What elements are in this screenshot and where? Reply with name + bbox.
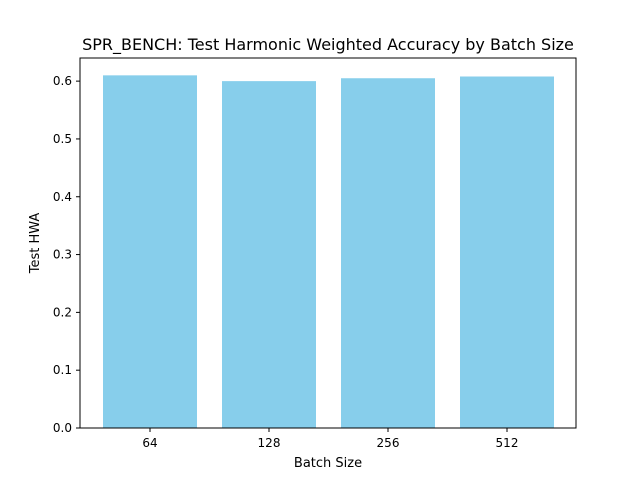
x-tick-label: 256 xyxy=(377,436,400,450)
y-tick-label: 0.4 xyxy=(53,190,72,204)
y-tick-label: 0.0 xyxy=(53,421,72,435)
plot-frame xyxy=(79,57,577,429)
y-tick-label: 0.3 xyxy=(53,248,72,262)
x-axis-ticks: 64 128 256 512 xyxy=(142,428,518,450)
bar-256 xyxy=(341,78,435,428)
x-tick-label: 64 xyxy=(142,436,157,450)
y-tick-label: 0.2 xyxy=(53,305,72,319)
x-axis-label: Batch Size xyxy=(294,456,362,471)
x-tick-label: 128 xyxy=(258,436,281,450)
y-tick-label: 0.6 xyxy=(53,74,72,88)
bars-group xyxy=(103,75,554,428)
chart-title: SPR_BENCH: Test Harmonic Weighted Accura… xyxy=(82,35,574,55)
bar-128 xyxy=(222,81,316,428)
bar-64 xyxy=(103,75,197,428)
y-axis-ticks: 0.0 0.1 0.2 0.3 0.4 0.5 0.6 xyxy=(53,74,80,435)
y-tick-label: 0.1 xyxy=(53,363,72,377)
x-tick-label: 512 xyxy=(496,436,519,450)
bar-512 xyxy=(460,76,554,428)
y-axis-label: Test HWA xyxy=(28,213,43,275)
y-tick-label: 0.5 xyxy=(53,132,72,146)
